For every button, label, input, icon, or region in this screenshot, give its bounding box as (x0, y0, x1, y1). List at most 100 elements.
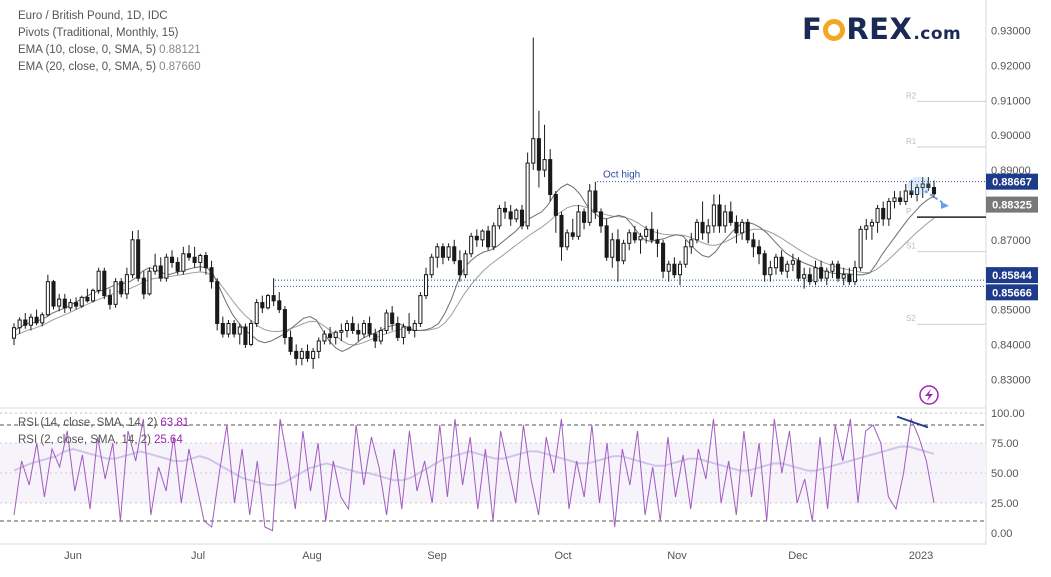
candle-body (124, 274, 129, 295)
candle-body (768, 267, 773, 276)
candle-body (615, 239, 620, 262)
candle-body (390, 312, 395, 325)
y-tick-label: 0.90000 (991, 130, 1031, 142)
candle-body (565, 232, 570, 248)
legend-rsi14-value: 63.81 (160, 417, 190, 429)
rsi-y-tick-label: 25.00 (991, 498, 1019, 510)
candle-body (62, 298, 67, 309)
candle-body (34, 316, 39, 324)
candle-body (79, 296, 84, 307)
candle-body (395, 323, 400, 338)
y-tick-label: 0.84000 (991, 339, 1031, 351)
legend-pivots: Pivots (Traditional, Monthly, 15) (18, 27, 179, 39)
legend-ema10: EMA (10, close, 0, SMA, 5) 0.88121 (18, 44, 201, 56)
candle-body (277, 300, 282, 311)
candle-body (316, 340, 321, 352)
candle-body (672, 263, 677, 276)
candle-body (869, 221, 874, 227)
candle-body (113, 281, 118, 305)
candle-body (311, 350, 316, 359)
candle-body (288, 336, 293, 352)
candle-body (779, 256, 784, 272)
candle-body (773, 256, 779, 269)
logo-o-icon (823, 19, 846, 41)
candle-body (683, 246, 688, 265)
candle-body (474, 235, 479, 241)
rsi-y-tick-label: 50.00 (991, 468, 1019, 480)
forex-logo: F REX.com (802, 12, 962, 46)
candle-body (519, 209, 525, 227)
candle-body (926, 183, 931, 188)
candle-body (587, 190, 592, 223)
lightning-icon (919, 385, 939, 405)
candle-body (717, 204, 722, 227)
candle-body (491, 225, 496, 248)
legend-rsi2-value: 25.64 (153, 434, 183, 446)
candle-body (254, 302, 259, 325)
rsi-y-tick-label: 0.00 (991, 528, 1012, 540)
y-tick-label: 0.92000 (991, 60, 1031, 72)
candle-body (604, 225, 609, 258)
candle-body (260, 302, 265, 309)
candle-body (107, 295, 112, 305)
candle-body (542, 159, 547, 171)
candle-body (700, 221, 705, 234)
candle-body (407, 326, 412, 331)
y-tick-label: 0.87000 (991, 235, 1031, 247)
candle-body (361, 323, 366, 335)
candle-body (756, 246, 762, 255)
candle-body (175, 261, 180, 272)
pivot-label: S1 (906, 242, 916, 251)
arrow-head-icon (941, 201, 949, 209)
y-tick-label: 0.93000 (991, 26, 1031, 38)
candle-body (576, 211, 581, 237)
y-tick-label: 0.85000 (991, 305, 1031, 317)
candle-body (452, 246, 457, 262)
candle-body (305, 350, 310, 359)
candle-body (237, 326, 242, 335)
candle-body (909, 190, 914, 195)
candle-body (677, 263, 683, 276)
candle-body (632, 232, 637, 241)
candle-body (813, 267, 818, 283)
candle-body (734, 221, 739, 234)
candle-body (931, 186, 937, 195)
candle-body (480, 230, 485, 241)
candle-body (661, 242, 666, 272)
candle-body (153, 265, 158, 272)
candle-body (847, 274, 852, 283)
candle-body (858, 228, 863, 269)
x-tick-label: Nov (667, 550, 687, 562)
candle-body (356, 329, 361, 335)
oct-high-label: Oct high (603, 170, 640, 181)
candle-body (503, 207, 508, 213)
candle-body (824, 270, 829, 279)
candle-body (728, 211, 733, 223)
candle-body (423, 274, 429, 297)
candle-body (785, 263, 790, 272)
candle-body (28, 316, 33, 326)
candle-body (457, 260, 462, 276)
candle-body (215, 281, 220, 325)
candle-body (666, 263, 671, 272)
candle-body (796, 260, 801, 279)
legend-rsi2: RSI (2, close, SMA, 14, 2) 25.64 (18, 434, 183, 446)
lightning-bolt-icon (925, 389, 933, 401)
candle-body (881, 207, 886, 220)
candle-body (819, 267, 824, 279)
price-label-box (986, 196, 1038, 213)
candle-body (514, 209, 519, 220)
x-tick-label: Sep (427, 550, 447, 562)
x-tick-label: Jun (64, 550, 82, 562)
candle-body (627, 232, 632, 244)
candle-body (181, 253, 186, 272)
pivot-label: R2 (906, 91, 917, 100)
x-tick-label: Jul (191, 550, 205, 562)
legend-ema10-value: 0.88121 (159, 44, 201, 56)
candle-body (644, 228, 649, 237)
candle-body (232, 323, 237, 335)
candle-body (11, 327, 17, 339)
candle-body (282, 309, 287, 338)
candle-body (593, 190, 598, 213)
